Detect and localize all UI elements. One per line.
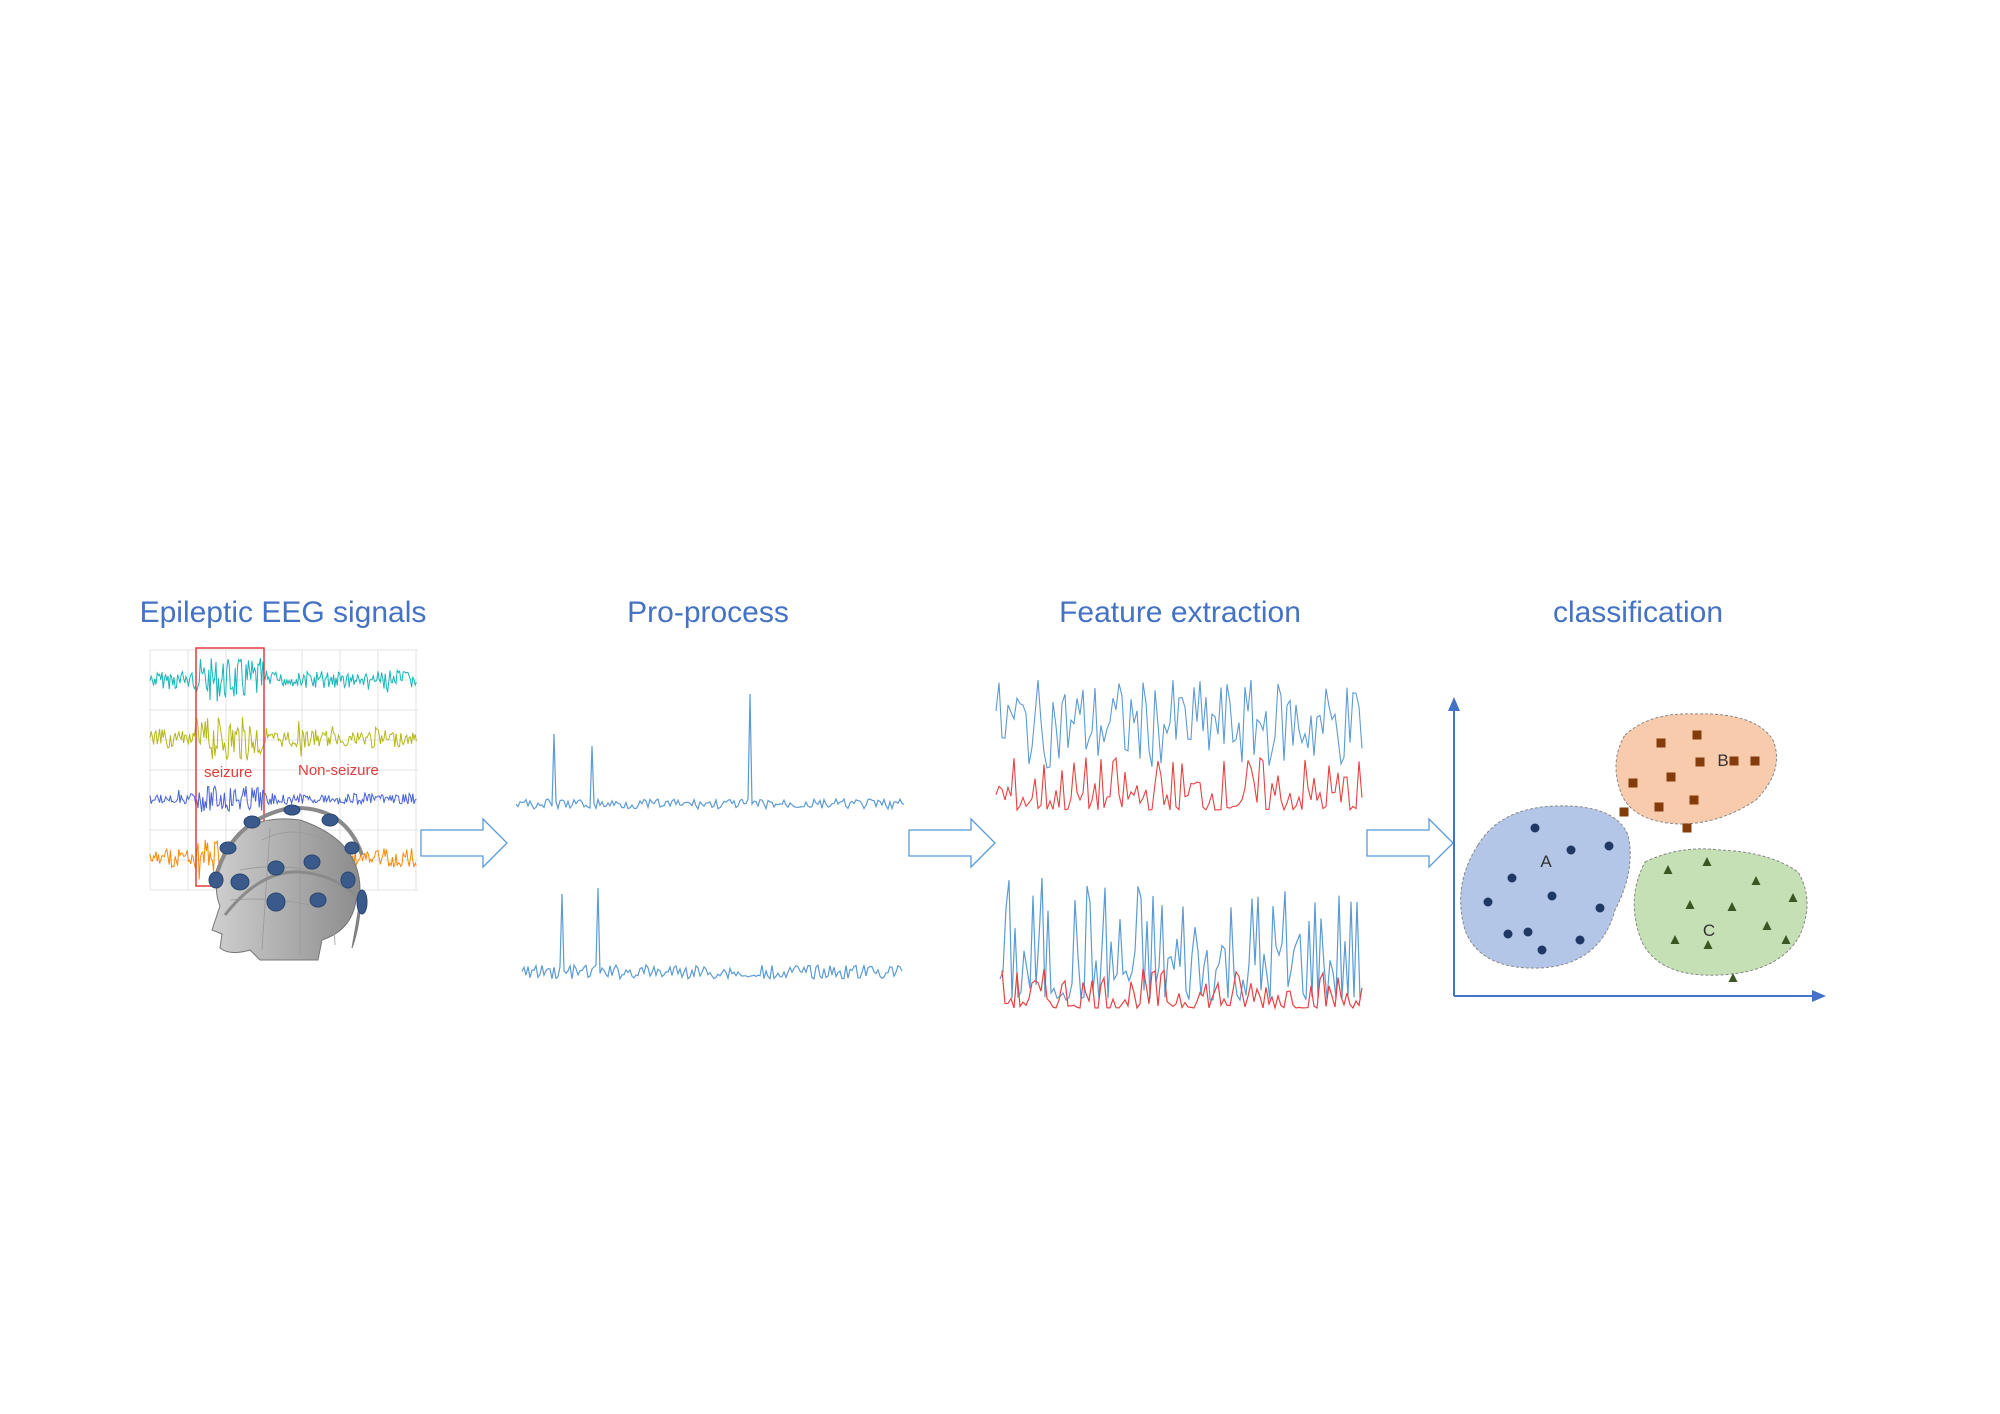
cluster-b-point bbox=[1656, 738, 1666, 748]
cluster-c-point bbox=[1788, 893, 1798, 902]
preprocessed-signal-2 bbox=[521, 887, 903, 981]
cluster-b-region bbox=[1615, 713, 1777, 825]
cluster-b-point bbox=[1695, 757, 1705, 767]
cluster-c-point bbox=[1781, 935, 1791, 944]
cluster-a-point bbox=[1530, 823, 1540, 833]
eeg-cap-head-icon bbox=[208, 804, 368, 961]
cluster-b-label: B bbox=[1717, 751, 1729, 770]
seizure-label: seizure bbox=[204, 764, 253, 781]
cluster-b-point bbox=[1682, 823, 1692, 833]
eeg-channel-2 bbox=[149, 717, 417, 761]
cluster-c-point bbox=[1703, 940, 1713, 949]
cluster-a-point bbox=[1503, 929, 1513, 939]
cluster-c-point bbox=[1663, 865, 1673, 874]
eeg-channel-1 bbox=[149, 657, 417, 702]
cluster-a-region bbox=[1460, 805, 1631, 969]
preprocessed-signal-1 bbox=[515, 693, 905, 811]
cluster-b-point bbox=[1689, 795, 1699, 805]
cluster-a-point bbox=[1483, 897, 1493, 907]
cluster-b-point bbox=[1692, 730, 1702, 740]
right-arrow-icon bbox=[1366, 817, 1454, 869]
cluster-c-point bbox=[1751, 876, 1761, 885]
cluster-b-point bbox=[1729, 756, 1739, 766]
cluster-a-point bbox=[1547, 891, 1557, 901]
stage-title-preprocess: Pro-process bbox=[627, 596, 789, 629]
cluster-c-point bbox=[1685, 900, 1695, 909]
right-arrow-icon bbox=[908, 817, 996, 869]
cluster-c-point bbox=[1727, 902, 1737, 911]
eeg-channel-3 bbox=[149, 784, 417, 813]
stage-title-classification: classification bbox=[1552, 596, 1724, 629]
cluster-a-point bbox=[1537, 945, 1547, 955]
cluster-b-point bbox=[1750, 756, 1760, 766]
cluster-c-point bbox=[1702, 857, 1712, 866]
cluster-c-region bbox=[1633, 848, 1808, 976]
cluster-a-point bbox=[1507, 873, 1517, 883]
cluster-b-point bbox=[1666, 772, 1676, 782]
cluster-c-points bbox=[1663, 857, 1798, 982]
cluster-a-points bbox=[1483, 823, 1614, 955]
feature-signal-2-blue bbox=[999, 877, 1361, 1002]
cluster-c-label: C bbox=[1702, 921, 1716, 940]
cluster-a-point bbox=[1604, 841, 1614, 851]
feature-signal-1-red bbox=[995, 756, 1363, 812]
cluster-a-point bbox=[1566, 845, 1576, 855]
cluster-a-label: A bbox=[1540, 852, 1552, 871]
cluster-c-point bbox=[1762, 921, 1772, 930]
cluster-b-point bbox=[1654, 802, 1664, 812]
cluster-b-point bbox=[1628, 778, 1638, 788]
cluster-b-point bbox=[1619, 807, 1629, 817]
eeg-grid bbox=[149, 649, 418, 891]
cluster-c-point bbox=[1728, 973, 1738, 982]
non-seizure-label: Non-seizure bbox=[298, 762, 379, 779]
cluster-b-points bbox=[1619, 730, 1760, 833]
right-arrow-icon bbox=[420, 817, 508, 869]
cluster-c-point bbox=[1670, 935, 1680, 944]
feature-signal-2-red bbox=[1001, 968, 1363, 1011]
cluster-a-point bbox=[1575, 935, 1585, 945]
classification-axes bbox=[1448, 697, 1826, 1002]
cluster-a-point bbox=[1523, 927, 1533, 937]
stage-title-feature-extraction: Feature extraction bbox=[1059, 596, 1301, 629]
cluster-a-point bbox=[1595, 903, 1605, 913]
stage-title-eeg-signals: Epileptic EEG signals bbox=[139, 596, 427, 629]
feature-signal-1-blue bbox=[995, 679, 1363, 769]
